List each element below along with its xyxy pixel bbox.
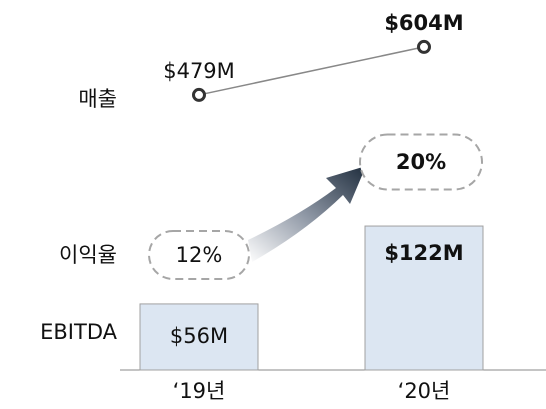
value-label: 20% (396, 150, 446, 174)
value-label: $56M (170, 324, 228, 348)
value-label: $122M (384, 241, 463, 265)
row-label: 이익율 (59, 243, 117, 267)
row-label: EBITDA (40, 320, 117, 344)
bar (364, 225, 484, 371)
x-tick-label: ‘20년 (398, 379, 451, 403)
margin-bubble (359, 133, 483, 191)
value-label: $604M (384, 11, 463, 35)
growth-arrow (248, 166, 366, 262)
value-label: $479M (163, 59, 235, 83)
revenue-line (198, 46, 425, 96)
revenue-point (417, 39, 431, 54)
row-label: 매출 (78, 87, 117, 111)
revenue-point (192, 87, 206, 102)
value-label: 12% (176, 243, 223, 267)
bar (139, 303, 259, 371)
margin-bubble (148, 230, 250, 280)
x-tick-label: ‘19년 (173, 379, 226, 403)
